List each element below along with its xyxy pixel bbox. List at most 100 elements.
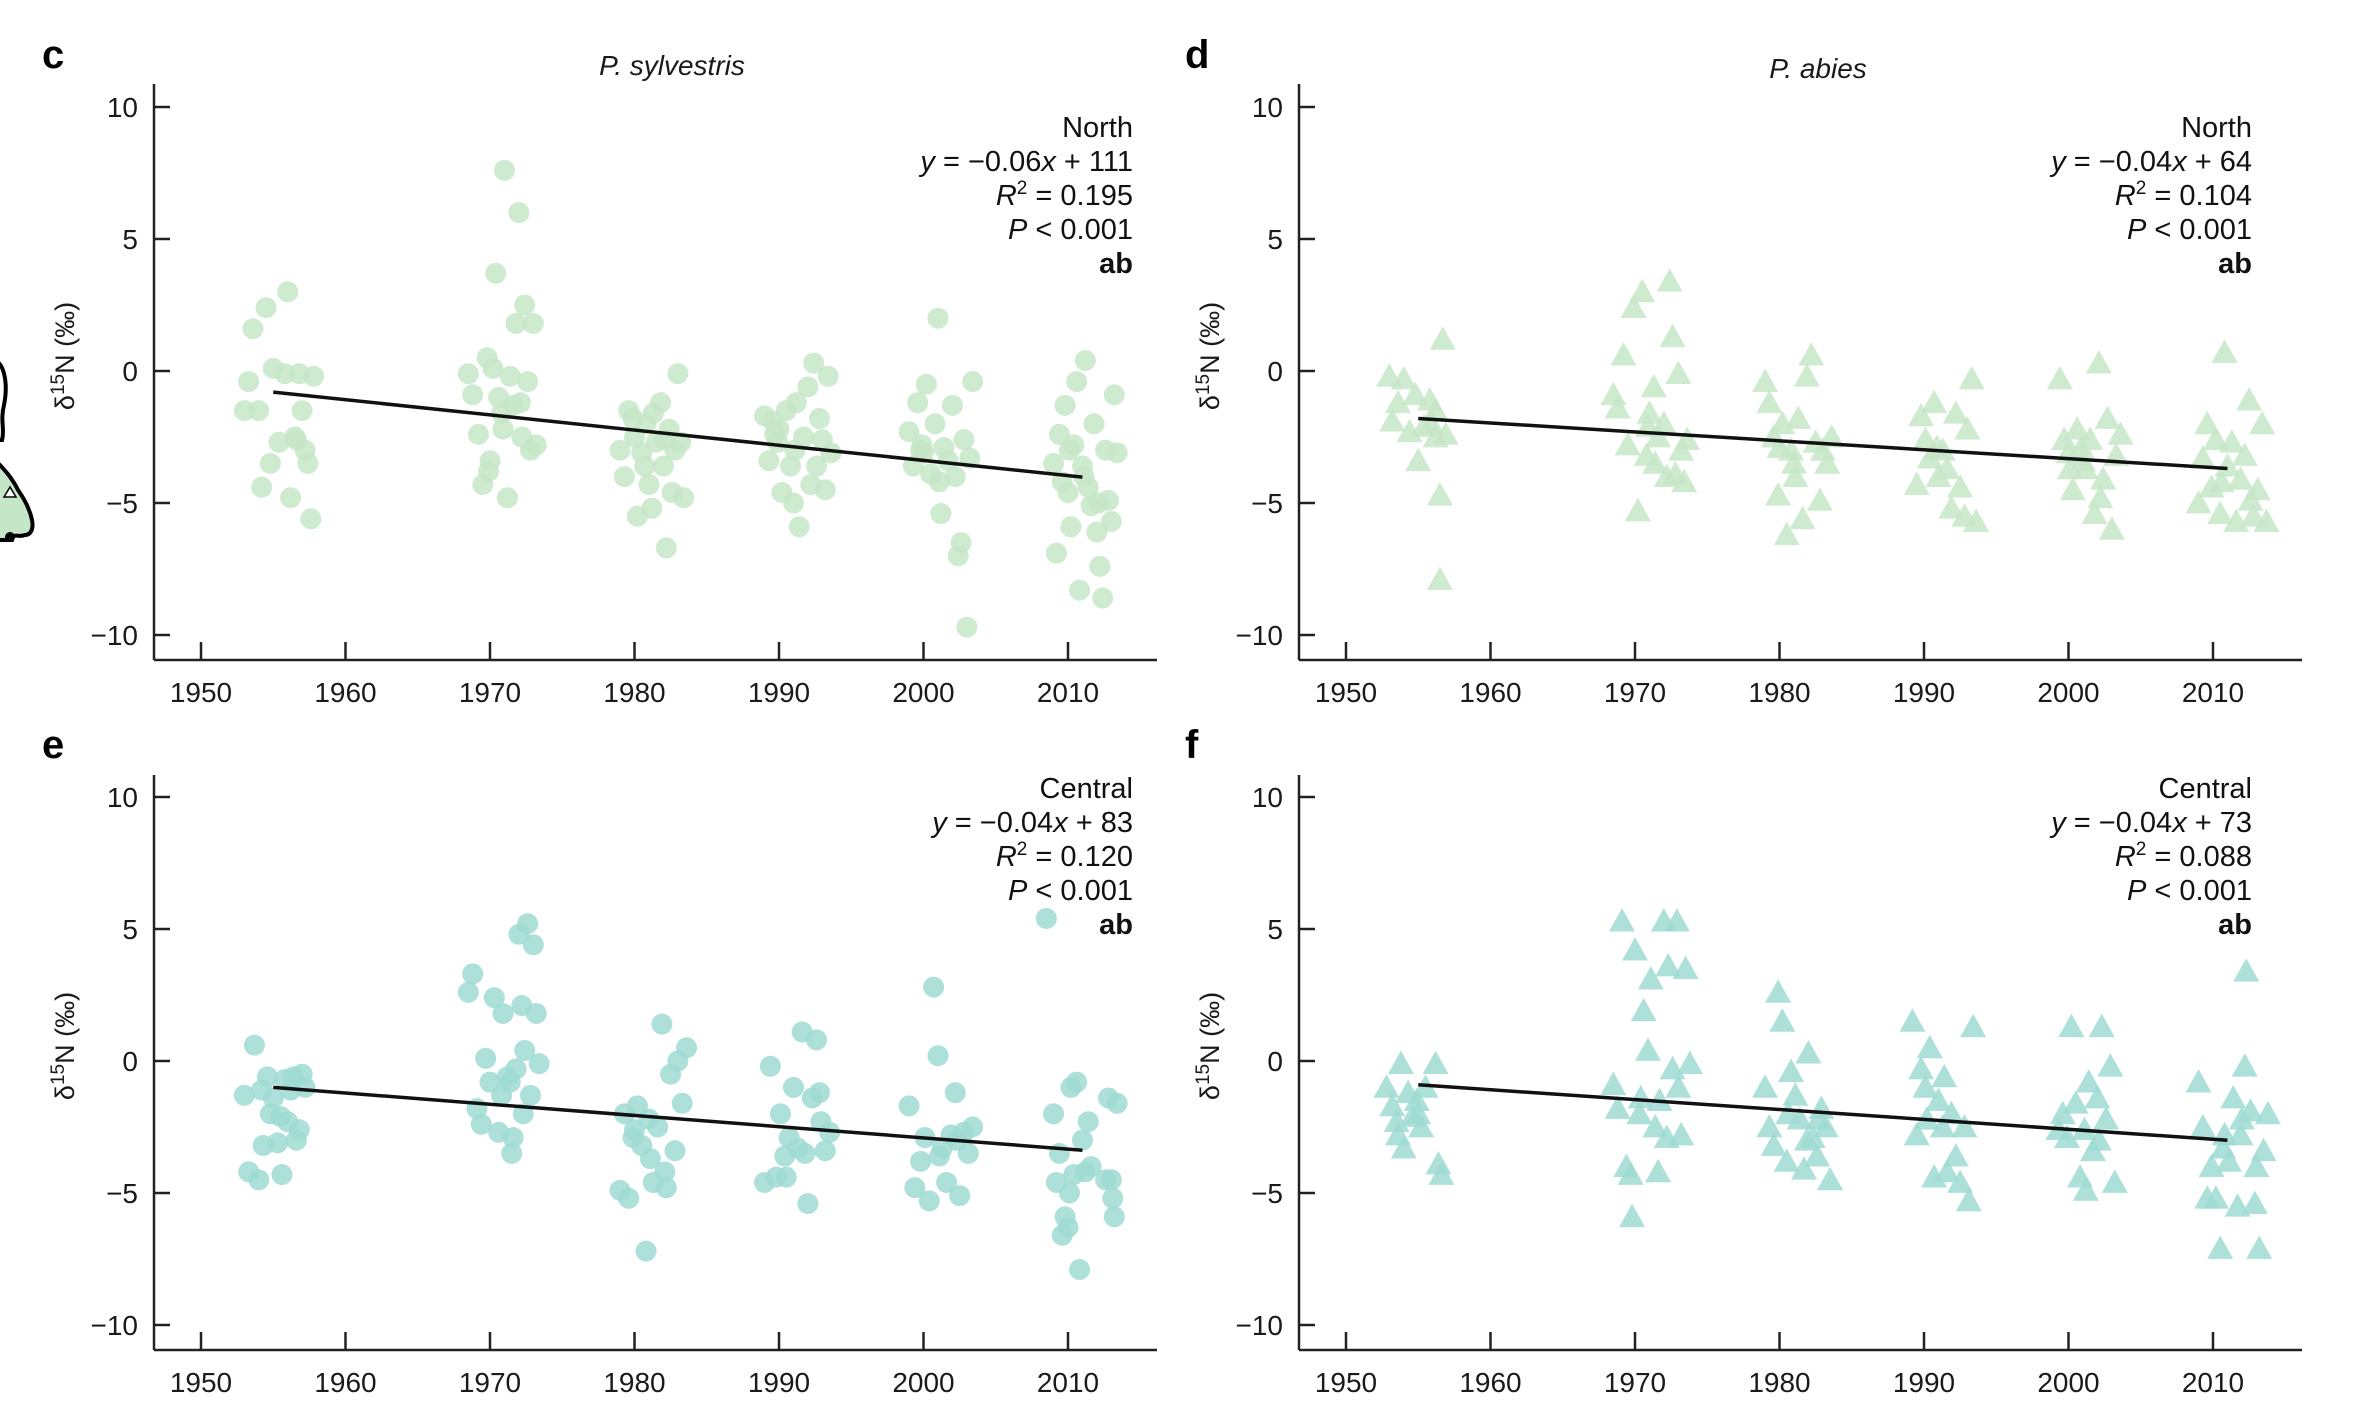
data-point xyxy=(641,497,663,519)
data-point xyxy=(1775,1100,1802,1125)
data-point xyxy=(1665,1074,1692,1098)
data-point xyxy=(1653,1124,1680,1148)
data-point xyxy=(2207,1235,2234,1259)
data-point xyxy=(898,421,920,443)
data-point xyxy=(1908,1055,1935,1080)
y-tick-label: −10 xyxy=(91,1310,139,1341)
data-point xyxy=(2189,445,2216,469)
data-point xyxy=(1422,1050,1449,1075)
data-point xyxy=(1402,381,1429,406)
data-point xyxy=(1782,463,1809,487)
data-point xyxy=(1069,579,1091,601)
data-point xyxy=(2072,1177,2099,1201)
data-point xyxy=(1817,1166,1844,1191)
p-value: P < 0.001 xyxy=(2127,214,2252,246)
data-point xyxy=(1083,413,1105,435)
data-point xyxy=(2231,1053,2258,1077)
data-point xyxy=(1958,365,1985,390)
data-point xyxy=(910,439,932,461)
data-point xyxy=(1663,908,1690,932)
data-point xyxy=(519,1084,541,1106)
data-point xyxy=(949,1185,971,1207)
data-point xyxy=(1769,1008,1796,1032)
data-point xyxy=(618,1187,640,1209)
data-point xyxy=(1921,389,1948,414)
data-point xyxy=(277,281,299,303)
data-point xyxy=(1674,426,1701,451)
panel-letter: c xyxy=(42,33,64,77)
panel-d: d P. abies 10 5 0 −5 −10 1950 1960 1970 1980 1990 20… xyxy=(1185,33,2302,708)
y-axis-label: δ15N (‰) xyxy=(48,992,80,1100)
data-point xyxy=(1429,326,1456,350)
data-point xyxy=(1060,516,1082,538)
data-point xyxy=(1773,521,1800,546)
data-point xyxy=(1752,1074,1779,1098)
data-point xyxy=(1058,1182,1080,1204)
data-point xyxy=(2058,1013,2085,1038)
data-point xyxy=(485,262,507,284)
data-point xyxy=(1793,363,1820,387)
x-tick-label: 2010 xyxy=(2182,677,2244,708)
data-point xyxy=(915,373,937,395)
data-point xyxy=(667,363,689,385)
regression-equation: y = −0.06x + 111 xyxy=(918,146,1133,178)
data-point xyxy=(1752,368,1779,392)
data-point xyxy=(1760,1132,1787,1156)
r-squared: R2 = 0.120 xyxy=(996,839,1133,873)
data-point xyxy=(962,1116,984,1138)
data-point xyxy=(1071,1129,1093,1151)
data-point xyxy=(492,418,514,440)
data-point xyxy=(1408,1114,1435,1138)
x-tick-label: 2000 xyxy=(2037,1367,2099,1398)
data-point xyxy=(457,363,479,385)
data-point xyxy=(2207,500,2234,524)
data-point xyxy=(2194,410,2221,435)
data-point xyxy=(1092,587,1114,609)
y-tick-label: 0 xyxy=(122,1046,138,1077)
y-tick-label: −10 xyxy=(91,620,139,651)
x-tick-label: 2010 xyxy=(1037,1367,1099,1398)
data-point xyxy=(780,455,802,477)
data-point xyxy=(1600,1071,1627,1096)
data-point xyxy=(904,1177,926,1199)
data-point xyxy=(502,1127,524,1149)
x-tick-label: 1980 xyxy=(603,1367,665,1398)
data-point xyxy=(1942,400,1969,424)
data-point xyxy=(2211,339,2238,363)
data-point xyxy=(1600,381,1627,406)
data-point xyxy=(898,1095,920,1117)
data-point xyxy=(817,365,839,387)
data-point xyxy=(2237,487,2264,511)
data-point xyxy=(1418,410,1445,435)
data-point xyxy=(671,1092,693,1114)
data-point xyxy=(1913,1106,1940,1130)
data-point xyxy=(1624,497,1651,522)
data-point xyxy=(243,1034,265,1056)
data-point xyxy=(907,392,929,414)
p-value: P < 0.001 xyxy=(1008,875,1133,907)
data-points xyxy=(233,907,1128,1281)
data-point xyxy=(1608,908,1635,932)
data-point xyxy=(806,1029,828,1051)
data-point xyxy=(493,159,515,181)
data-point xyxy=(1934,1158,1961,1183)
data-points xyxy=(233,159,1128,638)
x-tick-label: 2000 xyxy=(892,677,954,708)
y-axis-label: δ15N (‰) xyxy=(48,302,80,410)
data-point xyxy=(1778,1058,1805,1082)
data-point xyxy=(2254,1100,2281,1125)
data-point xyxy=(274,363,296,385)
data-point xyxy=(1785,405,1812,429)
x-tick-label: 1960 xyxy=(1459,1367,1521,1398)
data-point xyxy=(1793,1127,1820,1151)
data-point xyxy=(1048,1142,1070,1164)
data-point xyxy=(1073,466,1095,488)
data-point xyxy=(525,1002,547,1024)
data-point xyxy=(280,487,302,509)
data-point xyxy=(1604,1095,1631,1119)
panel-c: c P. sylvestris 10 5 0 −5 −10 1950 1960 1970 1980 1… xyxy=(42,33,1157,708)
data-point xyxy=(1095,1169,1117,1191)
data-point xyxy=(1942,1143,1969,1167)
data-point xyxy=(1619,1203,1646,1228)
